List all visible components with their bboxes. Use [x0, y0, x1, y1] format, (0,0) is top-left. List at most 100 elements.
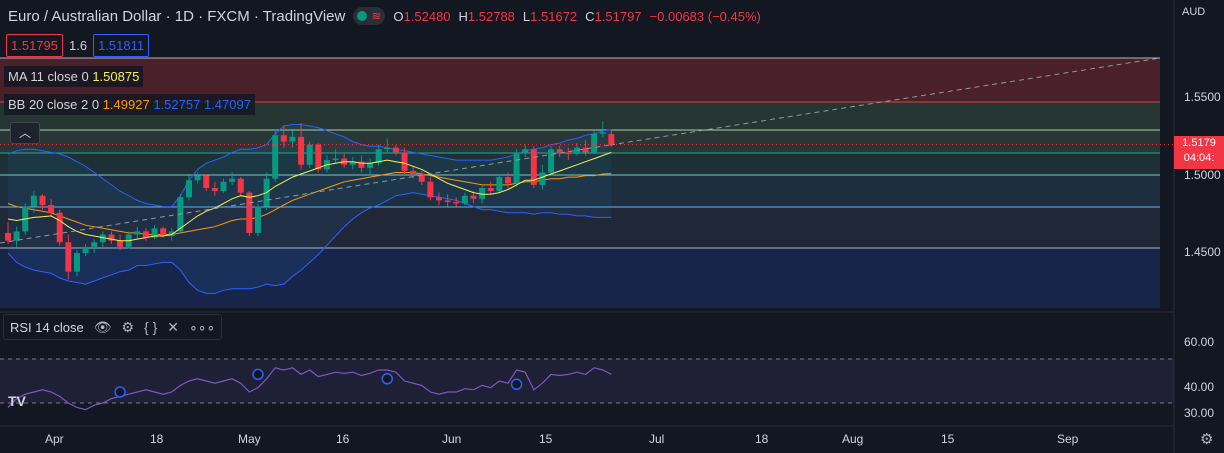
close-icon[interactable]: ✕: [167, 318, 180, 335]
ma-line: [7, 151, 612, 242]
braces-icon[interactable]: { }: [144, 319, 158, 335]
candle-body: [401, 152, 408, 171]
candle-body: [82, 246, 89, 254]
x-tick: 18: [150, 432, 164, 446]
candle-body: [30, 195, 37, 207]
trend-line-extension: [609, 57, 1161, 146]
bb-legend[interactable]: BB 20 close 2 0 1.49927 1.52757 1.47097: [4, 94, 255, 115]
candle-body: [168, 231, 175, 237]
candle-body: [556, 149, 563, 153]
rsi-tick: 30.00: [1184, 406, 1215, 420]
current-price: 1.5179: [1182, 137, 1216, 149]
bb-upper-value: 1.52757: [153, 97, 201, 112]
candle-body: [591, 133, 598, 153]
ma-name: MA 11 close 0: [8, 69, 89, 84]
candle-body: [117, 240, 124, 247]
price-tick: 1.5500: [1184, 90, 1221, 104]
close-value: 1.51797: [594, 9, 642, 24]
rsi-marker-icon: [510, 378, 523, 391]
rsi-line: [7, 367, 612, 411]
sell-button[interactable]: 1.51795: [6, 34, 63, 57]
candle-body: [332, 158, 339, 161]
candle-body: [358, 161, 365, 168]
candle-body: [48, 205, 55, 213]
candle-body: [65, 242, 72, 272]
bb-basis-value: 1.49927: [102, 97, 150, 112]
currency-selector[interactable]: AUD: [1182, 6, 1206, 18]
eye-icon[interactable]: 👁: [93, 318, 112, 335]
candle-body: [39, 195, 46, 206]
candle-body: [444, 200, 451, 202]
market-status-pill[interactable]: ≋: [353, 7, 386, 25]
candle-body: [186, 180, 193, 198]
fib-zone: [0, 130, 1160, 153]
candle-body: [254, 206, 261, 233]
candle-body: [496, 177, 503, 192]
candle-body: [418, 174, 425, 182]
candle-body: [298, 136, 305, 165]
x-tick: 15: [941, 432, 955, 446]
candle-body: [306, 144, 313, 165]
x-tick: Jul: [649, 432, 665, 446]
ma-value: 1.50875: [92, 69, 140, 84]
high-value: 1.52788: [467, 9, 515, 24]
collapse-legend-button[interactable]: ︿: [10, 122, 40, 144]
candle-body: [56, 212, 63, 243]
countdown: 04:04:: [1183, 152, 1215, 164]
candle-body: [315, 144, 322, 170]
bb-basis-line: [7, 172, 612, 235]
bb-fill: [8, 124, 612, 294]
candle-body: [229, 178, 236, 182]
candle-body: [108, 234, 115, 241]
rsi-band: [0, 359, 1174, 403]
gear-icon[interactable]: ⚙: [121, 318, 135, 335]
candle-body: [246, 192, 253, 233]
candle-body: [530, 149, 537, 185]
buy-button[interactable]: 1.51811: [93, 34, 150, 57]
candle-body: [203, 175, 210, 188]
candle-body: [513, 152, 520, 184]
x-tick: 18: [755, 432, 769, 446]
candle-body: [13, 231, 20, 241]
rsi-marker-icon: [114, 386, 126, 398]
symbol-title[interactable]: Euro / Australian Dollar · 1D · FXCM · T…: [8, 7, 346, 25]
candle-body: [384, 147, 391, 150]
candle-body: [280, 135, 287, 142]
trend-line: [0, 144, 611, 244]
candle-body: [91, 242, 98, 247]
candle-body: [142, 231, 149, 238]
low-value: 1.51672: [530, 9, 578, 24]
more-icon[interactable]: ∘∘∘: [189, 318, 216, 335]
market-open-dot-icon: [357, 11, 368, 21]
rsi-marker-icon: [252, 368, 264, 381]
candle-body: [548, 149, 555, 173]
x-tick: Apr: [45, 432, 64, 446]
rsi-legend[interactable]: RSI 14 close 👁 ⚙ { } ✕ ∘∘∘: [3, 314, 223, 340]
ohlc-header: Euro / Australian Dollar · 1D · FXCM · T…: [8, 7, 761, 25]
candle-body: [151, 228, 158, 238]
x-tick: Aug: [842, 432, 864, 446]
candle-body: [608, 134, 615, 145]
candle-body: [487, 188, 494, 192]
rsi-name: RSI 14 close: [10, 319, 84, 335]
candle-body: [289, 136, 296, 142]
tradingview-logo-icon[interactable]: TV: [8, 393, 26, 409]
candle-body: [367, 163, 374, 168]
candle-body: [599, 132, 606, 134]
fib-zone: [0, 207, 1160, 248]
ma-legend[interactable]: MA 11 close 0 1.50875: [4, 66, 144, 87]
close-label: C: [585, 9, 595, 24]
wave-icon: ≋: [371, 9, 382, 23]
candle-body: [272, 135, 279, 179]
high-label: H: [458, 9, 468, 24]
candle-body: [237, 178, 244, 193]
bb-name: BB 20 close 2 0: [8, 97, 100, 112]
low-label: L: [522, 9, 531, 24]
rsi-tick: 60.00: [1184, 335, 1215, 349]
candle-body: [461, 195, 468, 204]
candle-body: [211, 188, 218, 192]
chart-settings-icon[interactable]: ⚙: [1200, 431, 1214, 448]
bb-lower-line: [7, 192, 612, 294]
